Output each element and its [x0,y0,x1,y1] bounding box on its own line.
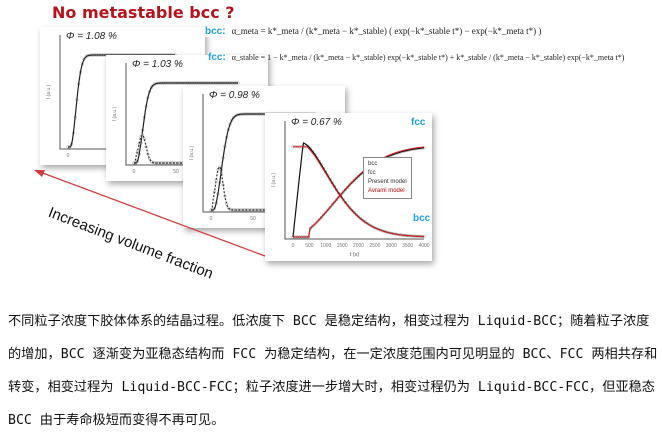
volume-fraction-label: Φ = 0.67 % [291,117,342,128]
data-point [335,198,339,202]
x-tick-label: 0 [67,153,70,159]
data-point [313,222,317,226]
volume-fraction-label: Φ = 0.98 % [209,90,260,101]
data-point [352,211,356,215]
model-curve [211,165,315,211]
data-point [337,195,341,199]
bcc-equation-label: bcc: [205,26,226,37]
fcc-equation-label: fcc: [208,52,226,63]
bcc-formula: α_meta = k*_meta / (k*_meta − k*_stable)… [231,26,542,36]
data-point [341,190,345,194]
model-curve [134,82,238,164]
chart-legend: bcc fcc Present model Avrami model [363,157,412,199]
fcc-formula: α_stable = 1 − k*_meta / (k*_meta − k*_s… [231,53,625,62]
panel-plot: 0 500 1000 1500 2000 2500 3000 3500 4000 I (a.u.)… [271,121,430,258]
data-point [326,208,330,212]
data-point [350,181,354,185]
data-point [350,208,354,212]
data-point [352,178,356,182]
data-point [233,114,237,118]
x-tick-label: 4000 [418,243,429,249]
model-curve [293,146,425,238]
y-axis-label: I (a.u.) [46,84,52,99]
x-tick-label: 1000 [320,243,331,249]
y-axis-label: I (a.u.) [189,145,195,160]
data-point [226,206,230,210]
data-point [315,220,319,224]
x-tick-label: 50 [173,169,179,175]
legend-present-model: Present model [368,179,407,185]
figure-title: No metastable bcc ? [52,3,235,22]
data-point [346,185,350,189]
volume-fraction-label: Φ = 1.08 % [66,31,117,42]
data-point [330,203,334,207]
data-point [319,215,323,219]
legend-fcc: fcc [368,170,376,176]
data-point [158,161,162,165]
data-point [154,161,159,165]
y-axis-label: I (a.u.) [271,172,277,187]
volume-fraction-label: Φ = 1.03 % [132,59,183,70]
legend-avrami-model: Avrami model [368,188,405,194]
y-axis-label: I (a.u.) [112,106,118,121]
x-axis-label: t (s) [350,252,360,258]
panel-phi-0-67: 0 500 1000 1500 2000 2500 3000 3500 4000 I (a.u.)… [265,113,432,261]
data-point [311,224,315,228]
x-tick-label: 3500 [402,243,413,249]
x-tick-label: 500 [305,243,314,249]
data-point [328,205,332,209]
x-tick-label: 0 [210,216,213,222]
data-point [172,161,176,165]
data-point [231,116,236,120]
data-point [332,200,337,204]
fcc-tag: fcc [411,117,426,128]
model-curve [293,146,425,238]
volume-fraction-arrow [34,170,266,257]
data-point [343,188,347,192]
data-point [228,207,232,211]
x-tick-label: 3000 [386,243,397,249]
data-point [175,161,179,165]
x-tick-label: 50 [250,216,256,222]
plot-axes [284,121,424,240]
fcc-equation: fcc: α_stable = 1 − k*_meta / (k*_meta − … [208,52,624,63]
data-point [356,215,361,219]
bcc-equation: bcc: α_meta = k*_meta / (k*_meta − k*_sta… [205,26,541,37]
data-point [165,161,169,165]
data-point [168,161,172,165]
data-point [161,161,166,165]
data-point [359,217,363,221]
data-point [179,161,183,165]
data-point [141,133,145,137]
bcc-tag: bcc [413,213,431,224]
x-tick-label: 0 [133,169,136,175]
data-point [146,152,150,156]
data-point [322,213,326,217]
data-point [317,218,321,222]
data-point [354,213,358,217]
legend-bcc: bcc [368,161,378,167]
data-point [324,210,328,214]
x-tick-label: 0 [292,243,295,249]
x-tick-label: 1500 [337,243,348,249]
data-point [149,86,153,90]
x-tick-label: 2500 [369,243,380,249]
figure-caption: 不同粒子浓度下胶体体系的结晶过程。低浓度下 BCC 是稳定结构，相变过程为 Li… [8,314,658,428]
x-tick-label: 2000 [353,243,364,249]
